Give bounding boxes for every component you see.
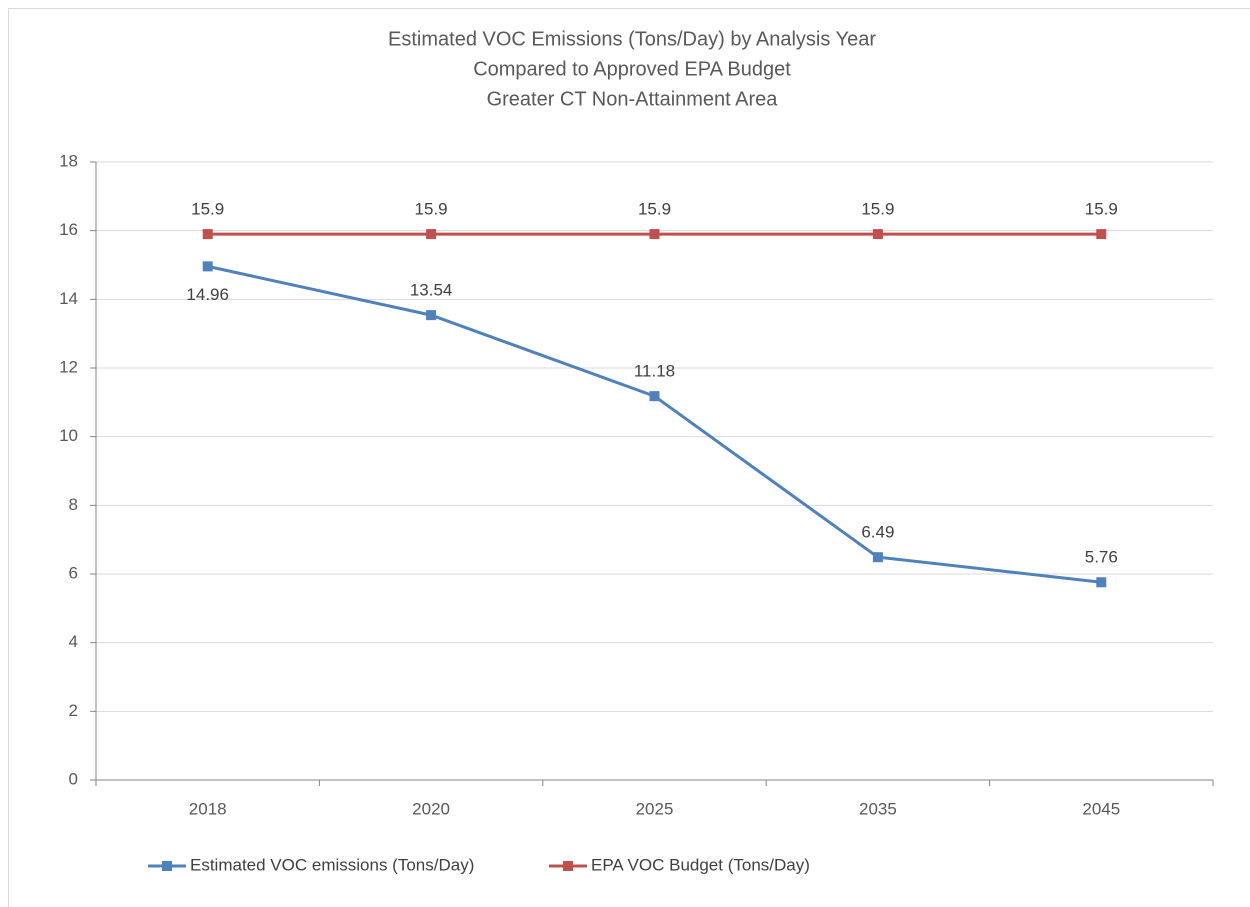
x-tick-label: 2018 [189, 799, 227, 818]
data-label: 13.54 [410, 281, 453, 300]
point-marker [426, 229, 437, 240]
x-tick-label: 2035 [859, 799, 897, 818]
y-tick-label: 18 [59, 151, 78, 170]
data-label: 11.18 [634, 362, 675, 381]
y-tick-label: 12 [59, 357, 78, 376]
chart-title: Compared to Approved EPA Budget [473, 58, 791, 80]
point-marker [202, 229, 213, 240]
x-tick-label: 2025 [636, 799, 674, 818]
point-marker [649, 391, 660, 402]
point-marker [872, 229, 883, 240]
legend-label: EPA VOC Budget (Tons/Day) [591, 855, 810, 874]
data-label: 6.49 [861, 523, 894, 542]
point-marker [649, 229, 660, 240]
legend-marker [563, 861, 573, 871]
y-tick-label: 2 [69, 701, 78, 720]
point-marker [1096, 577, 1107, 588]
data-label: 15.9 [1085, 200, 1118, 219]
x-tick-label: 2020 [412, 799, 450, 818]
data-label: 15.9 [415, 200, 448, 219]
data-label: 14.96 [186, 285, 229, 304]
y-tick-label: 0 [69, 769, 78, 788]
series-line [207, 264, 1102, 584]
y-tick-label: 16 [59, 220, 78, 239]
data-label: 15.9 [191, 200, 224, 219]
legend-label: Estimated VOC emissions (Tons/Day) [190, 855, 474, 874]
y-tick-label: 10 [59, 426, 78, 445]
chart-title: Estimated VOC Emissions (Tons/Day) by An… [388, 28, 876, 50]
y-tick-label: 4 [69, 632, 78, 651]
point-marker [872, 552, 883, 563]
data-label: 5.76 [1085, 548, 1118, 567]
y-tick-label: 6 [69, 563, 78, 582]
point-marker [202, 261, 213, 272]
data-label: 15.9 [638, 200, 671, 219]
x-tick-label: 2045 [1082, 799, 1120, 818]
y-tick-label: 8 [69, 495, 78, 514]
point-marker [1096, 229, 1107, 240]
y-tick-label: 14 [59, 289, 78, 308]
data-label: 15.9 [861, 200, 894, 219]
chart-title: Greater CT Non-Attainment Area [487, 88, 779, 110]
point-marker [426, 310, 437, 321]
legend-marker [162, 861, 172, 871]
chart-frame [8, 8, 1250, 907]
